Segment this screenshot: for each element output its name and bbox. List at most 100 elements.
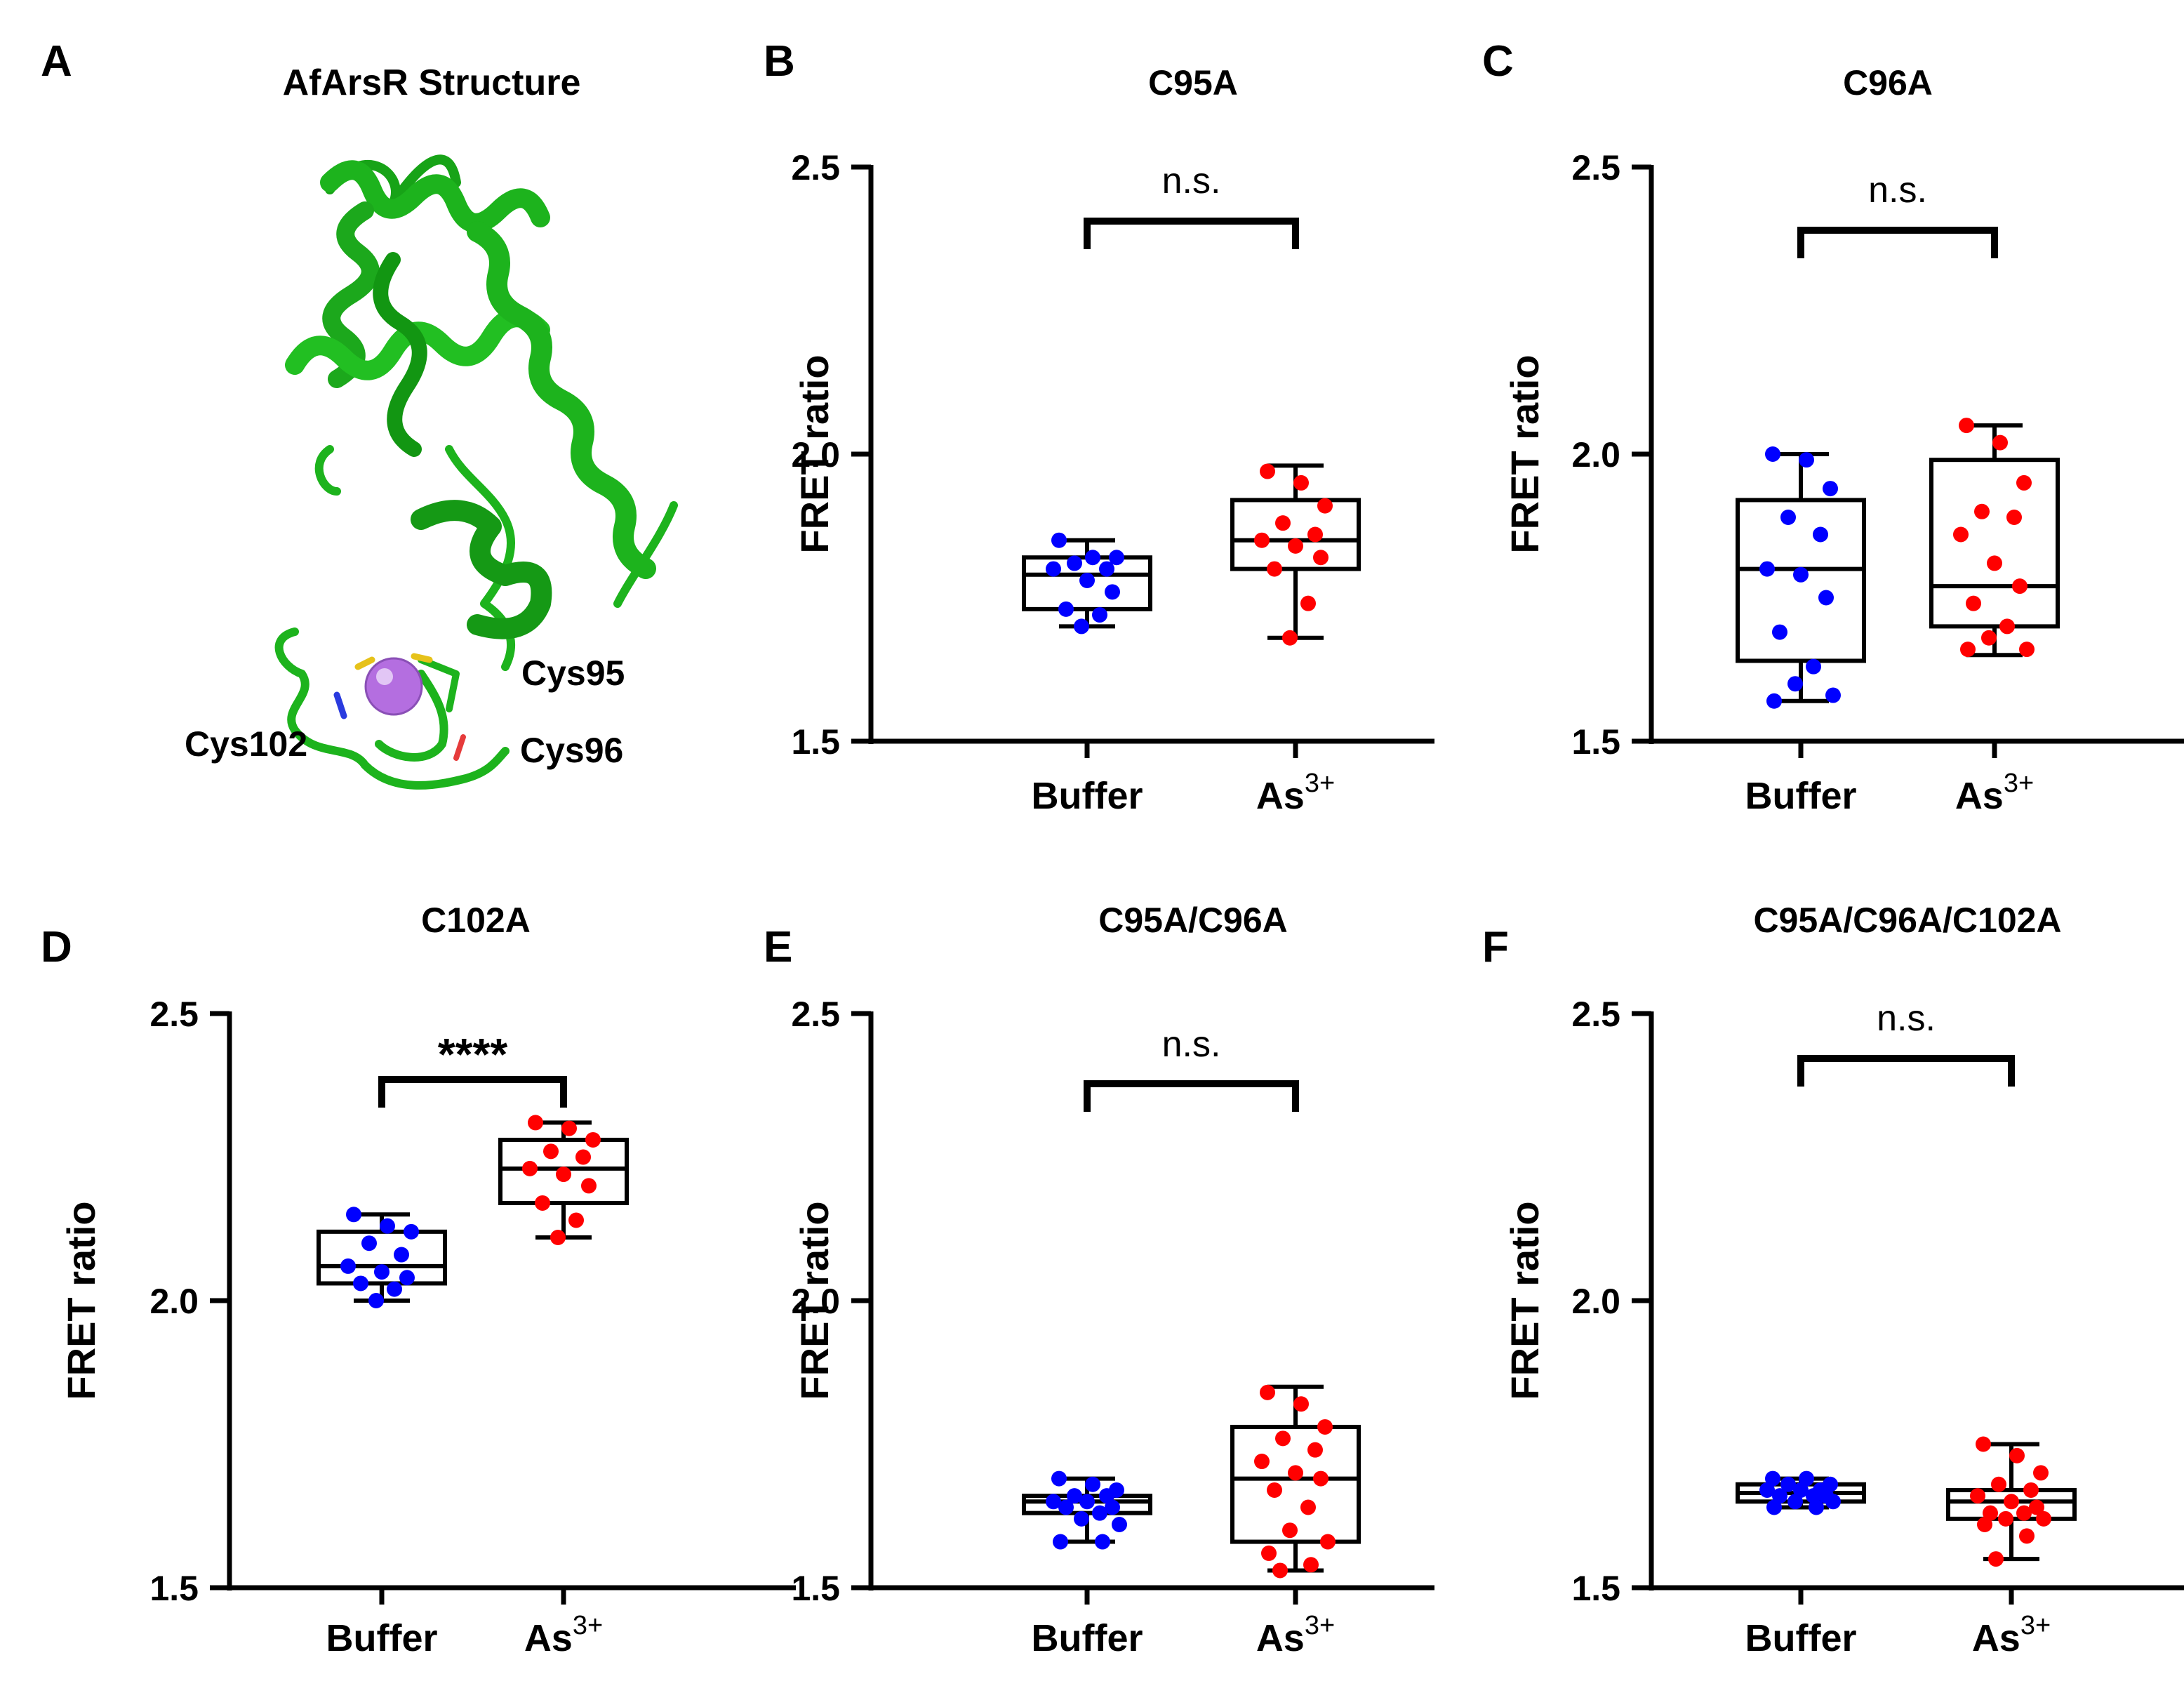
data-point-as <box>1317 1419 1333 1435</box>
data-point-as <box>1320 1534 1336 1550</box>
data-point-as <box>1282 1522 1298 1539</box>
category-name: As <box>1955 775 2004 817</box>
data-point-as <box>1977 1517 1992 1533</box>
significance-label: n.s. <box>1162 161 1221 201</box>
data-point-as <box>561 1120 577 1136</box>
category-name: Buffer <box>1032 1617 1143 1659</box>
significance-bracket <box>1084 218 1299 249</box>
panel-letter: F <box>1482 923 1509 971</box>
x-tick-label: Buffer <box>1032 1617 1143 1659</box>
data-point-buffer <box>1825 687 1841 703</box>
y-tick-label: 1.5 <box>1571 722 1620 762</box>
x-tick-label: Buffer <box>1745 1617 1857 1659</box>
box-iqr <box>498 1137 629 1205</box>
data-point-as <box>2012 578 2027 595</box>
cys102-sidechain <box>333 691 347 719</box>
y-axis-label: FRET ratio <box>792 1201 837 1400</box>
sulfur-bond-1 <box>354 656 375 670</box>
category-superscript: 3+ <box>2004 769 2034 798</box>
helix-6 <box>373 252 427 457</box>
data-point-as <box>1272 1562 1288 1579</box>
category-name: Buffer <box>1745 775 1857 817</box>
data-point-buffer <box>1079 1494 1095 1510</box>
data-point-buffer <box>1825 1494 1841 1510</box>
data-point-buffer <box>387 1281 402 1297</box>
x-tick-label: As3+ <box>524 1611 603 1659</box>
data-point-buffer <box>380 1218 395 1234</box>
data-point-as <box>522 1160 538 1176</box>
panel-f-chart: F C95A/C96A/C102A 1.5 2.0 2.5 FRET ratio Buffe… <box>1482 901 2184 1659</box>
data-point-as <box>2016 1505 2032 1521</box>
data-point-as <box>2009 1447 2025 1463</box>
data-point-buffer <box>1787 676 1803 692</box>
x-tick-label: Buffer <box>326 1617 438 1659</box>
data-point-as <box>1288 1465 1303 1481</box>
category-name: As <box>1256 1617 1305 1659</box>
significance-bracket <box>1797 1055 2015 1087</box>
data-point-as <box>585 1131 601 1148</box>
significance-bracket <box>1797 227 1998 258</box>
data-point-as <box>2006 509 2022 525</box>
data-point-as <box>1300 1499 1316 1515</box>
chart-title: C95A/C96A <box>1098 901 1288 940</box>
helix-4 <box>467 221 656 579</box>
data-point-as <box>1293 1396 1309 1412</box>
data-point-as <box>1303 1557 1319 1573</box>
data-point-as <box>2004 1494 2019 1510</box>
data-point-buffer <box>1095 1534 1110 1550</box>
category-name: Buffer <box>1032 775 1143 817</box>
x-tick-label: As3+ <box>1955 769 2034 817</box>
label-cys95: Cys95 <box>521 653 625 693</box>
data-point-buffer <box>1799 1470 1814 1487</box>
y-axis-label: FRET ratio <box>792 354 837 553</box>
data-point-buffer <box>340 1258 356 1274</box>
arsenic-ion-sphere <box>364 657 423 716</box>
data-point-buffer <box>1058 1499 1074 1515</box>
data-point-buffer <box>1053 1534 1068 1550</box>
data-point-buffer <box>1780 509 1796 525</box>
x-tick-label: As3+ <box>1256 769 1335 817</box>
x-tick-label: Buffer <box>1745 775 1857 817</box>
data-point-as <box>1987 555 2002 571</box>
data-point-as <box>2023 1482 2039 1498</box>
data-point-buffer <box>1074 1510 1089 1527</box>
data-point-buffer <box>1813 526 1828 543</box>
data-point-as <box>528 1115 543 1131</box>
data-point-buffer <box>1759 561 1775 577</box>
data-point-buffer <box>361 1235 377 1251</box>
data-point-buffer <box>1793 566 1809 583</box>
box-iqr <box>1736 498 1866 663</box>
data-point-buffer <box>1085 1476 1100 1492</box>
x-tick-label: As3+ <box>1256 1611 1335 1659</box>
data-point-as <box>1307 1442 1323 1458</box>
significance-bracket <box>1084 1080 1299 1112</box>
data-point-as <box>1293 474 1309 491</box>
data-point-as <box>1260 1384 1275 1400</box>
data-point-as <box>2019 1528 2035 1544</box>
data-point-buffer <box>1112 1517 1127 1533</box>
label-cys96: Cys96 <box>520 731 623 770</box>
data-point-buffer <box>1787 1494 1803 1510</box>
data-point-buffer <box>1766 693 1782 709</box>
data-point-buffer <box>1823 481 1838 497</box>
data-point-as <box>1267 561 1282 577</box>
data-point-buffer <box>1105 1499 1120 1515</box>
data-point-buffer <box>1809 1499 1824 1515</box>
data-point-as <box>1976 1436 1991 1452</box>
y-tick-label: 1.5 <box>1571 1569 1620 1608</box>
sulfur-bond-2 <box>411 653 433 663</box>
chart-title: C95A <box>1148 63 1238 102</box>
data-point-buffer <box>1793 1482 1809 1498</box>
data-point-as <box>2016 474 2032 491</box>
data-point-as <box>543 1143 559 1160</box>
data-point-as <box>556 1167 571 1183</box>
panel-b-chart: B C95A 1.5 2.0 2.5 FRET ratio Buffer As3+ n.s. <box>764 37 1434 817</box>
significance-bracket <box>378 1076 567 1108</box>
y-axis-label: FRET ratio <box>1503 1201 1547 1400</box>
panel-c-chart: C C96A 1.5 2.0 2.5 FRET ratio Buffer As3+ n.s. <box>1482 37 2184 817</box>
data-point-buffer <box>1092 1505 1107 1521</box>
data-point-buffer <box>353 1275 368 1291</box>
panel-letter: B <box>764 37 795 86</box>
data-point-as <box>1983 1505 1998 1521</box>
